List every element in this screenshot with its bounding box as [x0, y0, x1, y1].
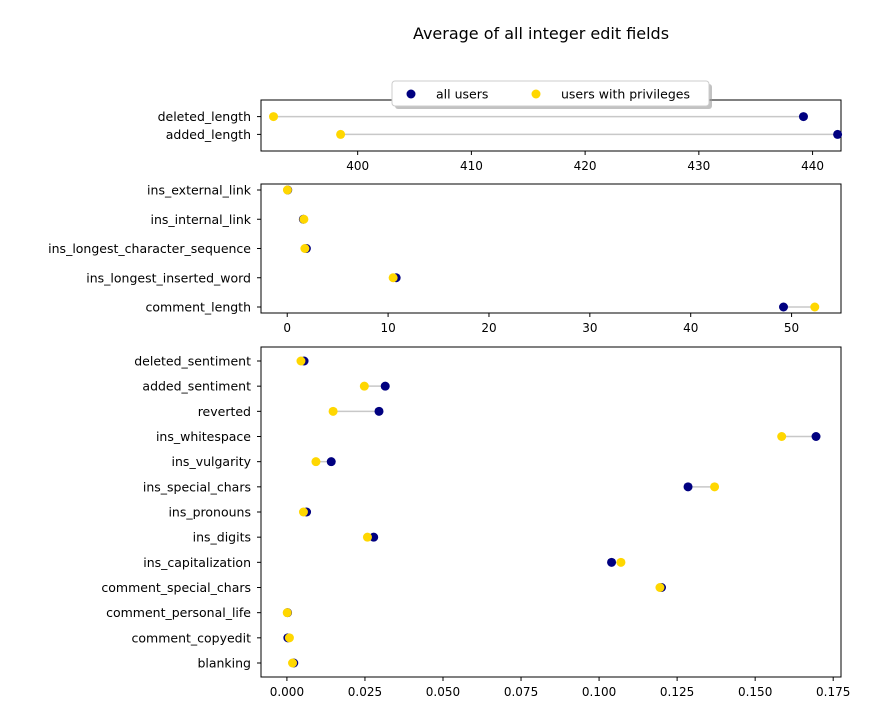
y-tick-label: ins_capitalization: [143, 555, 251, 570]
point-all-users: [833, 129, 843, 139]
point-users-with-privileges: [388, 273, 398, 283]
point-users-with-privileges: [362, 532, 372, 542]
y-tick-label: deleted_length: [158, 109, 251, 124]
y-tick-label: ins_longest_character_sequence: [48, 241, 251, 256]
point-users-with-privileges: [359, 381, 369, 391]
point-all-users: [369, 532, 379, 542]
x-tick-label: 0.075: [504, 685, 538, 699]
point-all-users: [374, 406, 384, 416]
point-users-with-privileges: [777, 432, 787, 441]
x-tick-label: 0.150: [738, 685, 772, 699]
x-tick-label: 420: [574, 159, 597, 173]
point-users-with-privileges: [710, 482, 720, 492]
x-tick-label: 0.125: [660, 685, 694, 699]
x-tick-label: 0.050: [426, 685, 460, 699]
plot-frame: [260, 183, 842, 314]
legend-box: [391, 80, 710, 107]
legend-label: users with privileges: [561, 87, 690, 102]
y-tick-label: ins_external_link: [147, 183, 252, 198]
point-all-users: [798, 112, 808, 122]
legend-marker: [406, 89, 416, 99]
panel-2: 0 10 20 30 40 50 ins_external_link ins_internal…: [48, 183, 842, 335]
chart-title: Average of all integer edit fields: [413, 24, 669, 43]
y-tick-label: blanking: [197, 656, 251, 671]
x-tick-label: 0.175: [816, 685, 850, 699]
panel-1: 400 410 420 430 440 deleted_length added_lengt…: [158, 99, 843, 173]
y-tick-label: ins_longest_inserted_word: [86, 270, 251, 285]
legend: all users users with privileges: [391, 80, 712, 109]
legend-marker: [531, 89, 541, 99]
y-tick-label: deleted_sentiment: [134, 354, 251, 369]
point-users-with-privileges: [328, 406, 338, 416]
y-tick-label: ins_vulgarity: [172, 454, 252, 469]
point-users-with-privileges: [282, 185, 292, 195]
x-tick-label: 440: [801, 159, 824, 173]
point-users-with-privileges: [616, 557, 626, 567]
point-users-with-privileges: [298, 507, 308, 517]
point-all-users: [683, 482, 693, 492]
y-tick-label: ins_pronouns: [168, 505, 251, 520]
x-tick-label: 0.100: [582, 685, 616, 699]
y-tick-label: ins_internal_link: [151, 212, 252, 227]
point-all-users: [779, 302, 789, 312]
point-users-with-privileges: [311, 457, 321, 467]
y-tick-label: ins_whitespace: [156, 429, 251, 444]
plot-frame: [260, 346, 842, 678]
point-users-with-privileges: [288, 658, 298, 668]
x-tick-label: 10: [380, 321, 395, 335]
x-tick-label: 0.025: [348, 685, 382, 699]
y-tick-label: reverted: [198, 404, 251, 419]
point-all-users: [607, 557, 617, 567]
point-users-with-privileges: [296, 356, 306, 366]
point-users-with-privileges: [300, 244, 310, 253]
y-tick-label: comment_special_chars: [101, 580, 251, 595]
point-users-with-privileges: [655, 583, 665, 592]
x-tick-label: 40: [683, 321, 698, 335]
y-tick-label: comment_copyedit: [132, 630, 252, 645]
x-tick-label: 410: [460, 159, 483, 173]
legend-label: all users: [436, 87, 488, 102]
panel-3: 0.000 0.025 0.050 0.075 0.100 0.125 0.150 0.175…: [101, 346, 850, 699]
y-tick-label: comment_personal_life: [106, 605, 251, 620]
y-tick-label: added_sentiment: [142, 379, 251, 394]
point-users-with-privileges: [284, 633, 294, 643]
point-users-with-privileges: [282, 608, 292, 618]
point-users-with-privileges: [810, 302, 820, 312]
point-users-with-privileges: [299, 214, 309, 224]
x-tick-label: 430: [687, 159, 710, 173]
x-tick-label: 0: [283, 321, 291, 335]
x-tick-label: 20: [481, 321, 496, 335]
y-tick-label: comment_length: [146, 300, 251, 315]
x-tick-label: 0.000: [270, 685, 304, 699]
x-tick-label: 400: [346, 159, 369, 173]
y-tick-label: ins_special_chars: [143, 479, 251, 494]
x-tick-label: 50: [784, 321, 799, 335]
point-users-with-privileges: [336, 129, 346, 139]
point-all-users: [380, 381, 390, 391]
panels: 400 410 420 430 440deleted_lengthadded_lengt…: [48, 99, 850, 699]
y-tick-label: ins_digits: [193, 530, 251, 545]
point-users-with-privileges: [269, 112, 279, 122]
point-all-users: [326, 457, 336, 467]
x-tick-label: 30: [582, 321, 597, 335]
y-tick-label: added_length: [166, 127, 251, 142]
point-all-users: [811, 432, 821, 441]
